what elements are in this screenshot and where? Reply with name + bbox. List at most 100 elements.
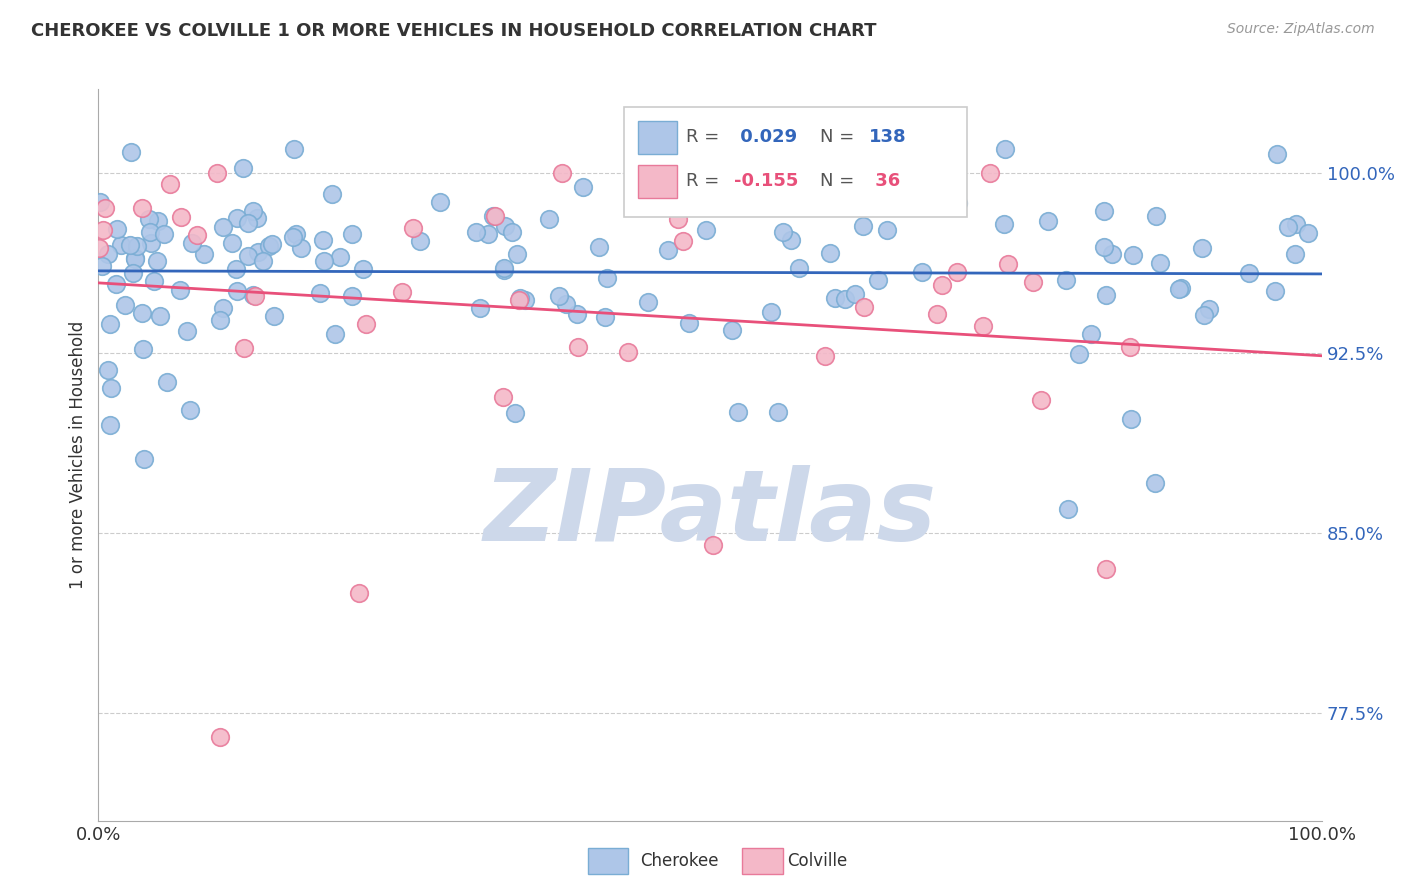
Point [134, 451, 156, 466]
Point [824, 291, 846, 305]
Point [146, 214, 169, 228]
Point [876, 222, 898, 236]
Point [208, 730, 231, 744]
Point [321, 187, 343, 202]
Point [91, 223, 114, 237]
Point [702, 538, 724, 552]
Point [252, 253, 274, 268]
Point [262, 236, 284, 251]
Point [309, 286, 332, 301]
Point [1029, 392, 1052, 407]
Point [225, 261, 247, 276]
Point [329, 250, 352, 264]
Point [852, 300, 875, 314]
Point [149, 309, 172, 323]
Point [342, 227, 364, 242]
Point [1192, 308, 1215, 322]
Point [1237, 266, 1260, 280]
Point [120, 145, 142, 159]
Point [98, 418, 121, 433]
Point [152, 227, 174, 242]
Point [494, 219, 516, 233]
Text: N =: N = [820, 171, 855, 190]
Point [503, 406, 526, 420]
Point [1149, 255, 1171, 269]
Point [1092, 204, 1115, 219]
FancyBboxPatch shape [638, 120, 678, 154]
Point [281, 230, 304, 244]
Point [1092, 240, 1115, 254]
Point [972, 319, 994, 334]
Point [105, 277, 128, 292]
Point [340, 289, 363, 303]
Point [89, 241, 111, 255]
Point [176, 325, 198, 339]
Point [122, 266, 145, 280]
Point [325, 327, 347, 342]
Text: 36: 36 [869, 171, 900, 190]
Point [89, 195, 111, 210]
Point [97, 362, 120, 376]
Point [114, 297, 136, 311]
Point [208, 313, 231, 327]
Point [354, 317, 377, 331]
Point [484, 210, 506, 224]
Point [232, 341, 254, 355]
Point [110, 237, 132, 252]
Point [290, 241, 312, 255]
Point [759, 305, 782, 319]
Point [468, 301, 491, 316]
Text: R =: R = [686, 171, 718, 190]
Y-axis label: 1 or more Vehicles in Household: 1 or more Vehicles in Household [69, 321, 87, 589]
Point [548, 289, 571, 303]
Point [352, 261, 374, 276]
Point [1144, 209, 1167, 223]
Point [1296, 226, 1319, 240]
Point [550, 166, 572, 180]
Point [284, 227, 307, 242]
Point [671, 234, 693, 248]
Text: Cherokee: Cherokee [640, 852, 718, 870]
Point [844, 287, 866, 301]
Point [593, 310, 616, 324]
Point [946, 195, 969, 210]
Text: CHEROKEE VS COLVILLE 1 OR MORE VEHICLES IN HOUSEHOLD CORRELATION CHART: CHEROKEE VS COLVILLE 1 OR MORE VEHICLES … [31, 22, 876, 40]
Point [232, 161, 254, 175]
Text: 138: 138 [869, 128, 907, 145]
Point [94, 201, 117, 215]
Point [1285, 218, 1308, 232]
Point [97, 247, 120, 261]
Point [657, 243, 679, 257]
Point [1277, 219, 1299, 234]
Point [312, 234, 335, 248]
Point [391, 285, 413, 299]
Point [242, 203, 264, 218]
Point [1170, 281, 1192, 295]
Point [180, 235, 202, 250]
Point [927, 307, 949, 321]
Point [508, 293, 530, 307]
Point [1021, 275, 1043, 289]
Point [513, 293, 536, 307]
Point [814, 349, 837, 363]
Point [263, 310, 285, 324]
Point [494, 262, 516, 277]
Point [852, 219, 875, 233]
Point [678, 316, 700, 330]
Point [772, 226, 794, 240]
Point [911, 265, 934, 279]
Point [554, 297, 576, 311]
Point [1198, 301, 1220, 316]
Point [100, 381, 122, 395]
Point [665, 200, 688, 214]
Point [866, 273, 889, 287]
Point [501, 226, 523, 240]
Point [98, 318, 121, 332]
Point [211, 220, 233, 235]
Point [997, 257, 1019, 271]
Point [402, 220, 425, 235]
Point [91, 260, 114, 274]
Point [105, 222, 128, 236]
Point [124, 252, 146, 266]
Point [1263, 285, 1285, 299]
